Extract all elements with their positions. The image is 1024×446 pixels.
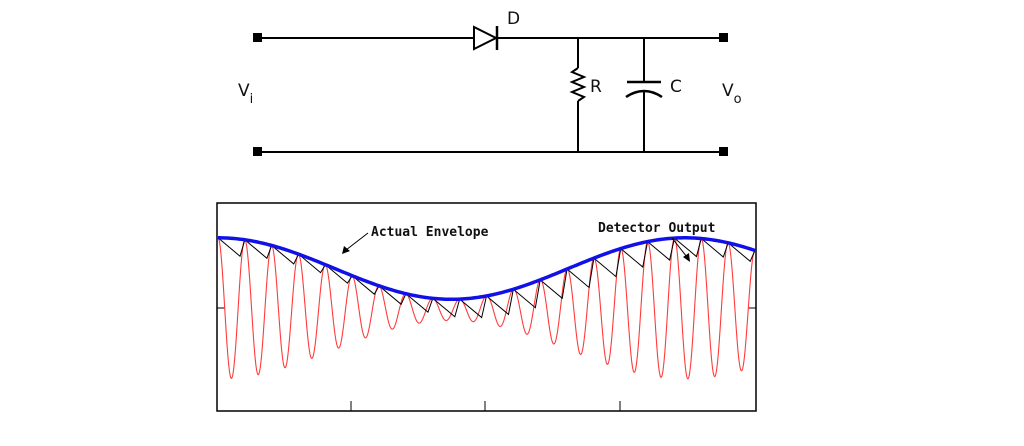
resistor-label: R [590,77,602,97]
circuit-diagram: D R C Vi Vo [238,9,742,156]
detector-annotation-label: Detector Output [598,221,715,236]
capacitor-label: C [670,77,682,97]
resistor-symbol [569,38,587,152]
input-terminal-bottom [253,147,262,156]
output-terminal-top [719,33,728,42]
output-terminal-bottom [719,147,728,156]
input-voltage-label: Vi [238,81,253,107]
output-voltage-subscript: o [734,92,742,107]
capacitor-symbol [625,38,663,152]
input-voltage-subscript: i [250,92,254,107]
actual-envelope-curve [217,236,756,302]
input-terminal-top [253,33,262,42]
detector-output-curve [217,237,756,319]
diode-symbol [473,25,499,51]
envelope-annotation-arrow [342,232,369,254]
input-voltage-symbol: V [238,81,250,101]
diode-label: D [507,9,520,29]
waveform-plot: Actual Envelope Detector Output [216,202,757,412]
envelope-annotation-label: Actual Envelope [371,225,489,240]
detector-annotation-arrow [671,237,690,262]
output-voltage-label: Vo [722,81,742,107]
output-voltage-symbol: V [722,81,734,101]
